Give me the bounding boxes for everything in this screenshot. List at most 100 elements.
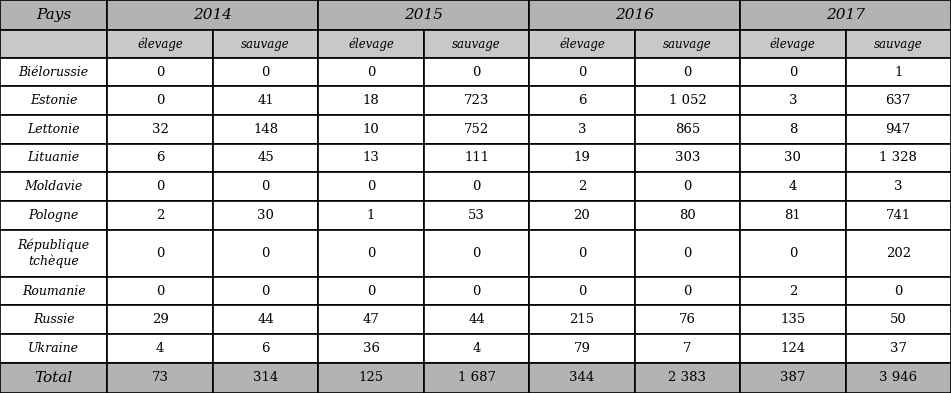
Text: 0: 0 (473, 180, 480, 193)
Bar (107, 201, 213, 230)
Bar (319, 30, 424, 58)
Bar (107, 363, 213, 393)
Text: 2: 2 (578, 180, 586, 193)
Bar (634, 143, 740, 172)
Bar (424, 172, 529, 201)
Bar (529, 201, 634, 230)
Bar (107, 230, 213, 277)
Text: 45: 45 (258, 151, 274, 164)
Bar (319, 201, 424, 230)
Text: Moldavie: Moldavie (25, 180, 83, 193)
Text: 2015: 2015 (404, 8, 443, 22)
Bar (634, 230, 740, 277)
Bar (740, 172, 845, 201)
Bar (107, 143, 213, 172)
Bar (213, 277, 319, 305)
Text: 13: 13 (362, 151, 379, 164)
Text: 0: 0 (156, 285, 165, 298)
Text: 47: 47 (362, 313, 379, 326)
Text: 0: 0 (578, 66, 586, 79)
Text: 6: 6 (577, 94, 586, 107)
Bar (213, 115, 319, 143)
Bar (634, 277, 740, 305)
Bar (213, 172, 319, 201)
Bar (319, 305, 424, 334)
Text: 2: 2 (156, 209, 165, 222)
Text: 6: 6 (262, 342, 270, 355)
Text: élevage: élevage (770, 37, 816, 51)
Text: 41: 41 (258, 94, 274, 107)
Bar (0, 58, 107, 86)
Text: 0: 0 (894, 285, 902, 298)
Text: 7: 7 (683, 342, 691, 355)
Bar (213, 334, 319, 363)
Text: Total: Total (34, 371, 73, 385)
Bar (529, 230, 634, 277)
Text: 0: 0 (262, 285, 270, 298)
Bar (107, 30, 213, 58)
Bar (740, 115, 845, 143)
Bar (529, 115, 634, 143)
Text: 1: 1 (894, 66, 902, 79)
Text: 0: 0 (578, 247, 586, 260)
Text: 0: 0 (156, 247, 165, 260)
Text: 10: 10 (362, 123, 379, 136)
Bar (740, 58, 845, 86)
Text: 81: 81 (785, 209, 801, 222)
Bar (107, 305, 213, 334)
Text: Lituanie: Lituanie (28, 151, 80, 164)
Bar (424, 143, 529, 172)
Text: 18: 18 (362, 94, 379, 107)
Text: 202: 202 (885, 247, 911, 260)
Bar (213, 230, 319, 277)
Text: Pologne: Pologne (29, 209, 79, 222)
Bar (213, 305, 319, 334)
Bar (845, 230, 951, 277)
Text: 637: 637 (885, 94, 911, 107)
Text: Roumanie: Roumanie (22, 285, 86, 298)
Bar (0, 143, 107, 172)
Bar (424, 363, 529, 393)
Text: 0: 0 (156, 66, 165, 79)
Bar (740, 363, 845, 393)
Text: 215: 215 (570, 313, 594, 326)
Bar (319, 334, 424, 363)
Text: 80: 80 (679, 209, 696, 222)
Text: 0: 0 (262, 247, 270, 260)
Bar (634, 334, 740, 363)
Text: 6: 6 (156, 151, 165, 164)
Text: 0: 0 (367, 247, 376, 260)
Text: 387: 387 (780, 371, 805, 384)
Text: 30: 30 (257, 209, 274, 222)
Text: 0: 0 (788, 66, 797, 79)
Text: élevage: élevage (559, 37, 605, 51)
Bar (529, 172, 634, 201)
Bar (0, 115, 107, 143)
Bar (845, 334, 951, 363)
Bar (634, 86, 740, 115)
Text: 2016: 2016 (615, 8, 654, 22)
Text: Ukraine: Ukraine (29, 342, 79, 355)
Text: 3: 3 (577, 123, 586, 136)
Bar (319, 86, 424, 115)
Text: République
tchèque: République tchèque (18, 239, 89, 268)
Bar (634, 58, 740, 86)
Text: 2 383: 2 383 (669, 371, 707, 384)
Bar (529, 30, 634, 58)
Text: 32: 32 (152, 123, 168, 136)
Bar (213, 30, 319, 58)
Text: 0: 0 (367, 285, 376, 298)
Text: 1 328: 1 328 (880, 151, 917, 164)
Text: 53: 53 (468, 209, 485, 222)
Text: 0: 0 (473, 247, 480, 260)
Bar (529, 0, 740, 30)
Text: 1 687: 1 687 (457, 371, 495, 384)
Bar (0, 172, 107, 201)
Bar (424, 305, 529, 334)
Bar (740, 334, 845, 363)
Text: 2017: 2017 (826, 8, 865, 22)
Bar (424, 277, 529, 305)
Text: 135: 135 (780, 313, 805, 326)
Text: 1: 1 (367, 209, 376, 222)
Text: 0: 0 (473, 285, 480, 298)
